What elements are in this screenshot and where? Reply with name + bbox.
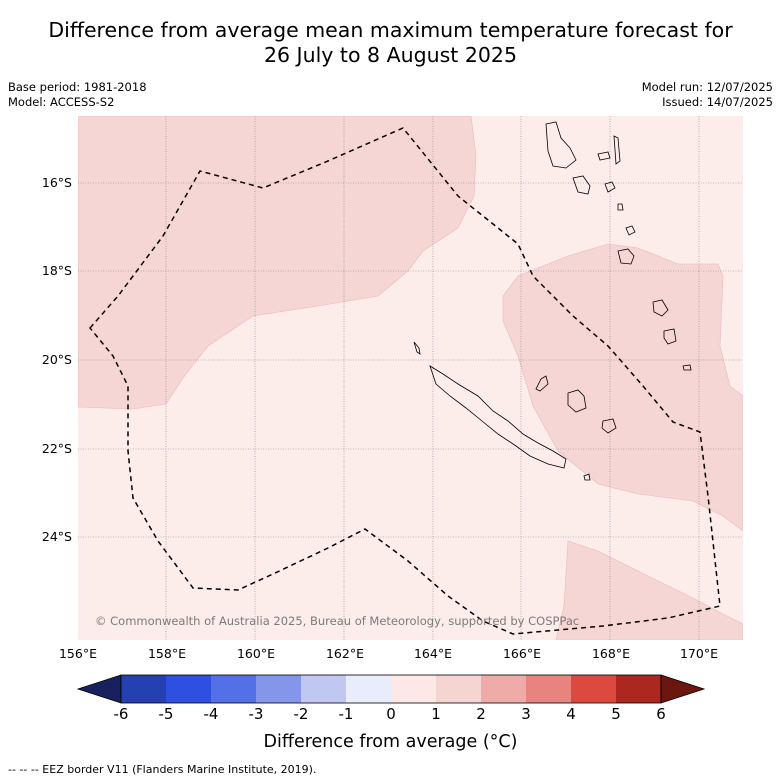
colorbar-bin: [436, 675, 481, 703]
colorbar-tick: 0: [386, 705, 396, 723]
colorbar-tick: 3: [521, 705, 531, 723]
lon-label-160e: 160°E: [236, 646, 275, 661]
lat-label-16s: 16°S: [41, 175, 72, 190]
epi-island: [617, 203, 624, 211]
issued-date: Issued: 14/07/2025: [662, 95, 773, 109]
eez-border: [89, 127, 721, 635]
map-panel: [78, 116, 743, 640]
title-line-1: Difference from average mean maximum tem…: [48, 18, 733, 42]
colorbar-tick: -2: [293, 705, 309, 723]
colorbar-bin: [301, 675, 346, 703]
isle-of-pines: [583, 473, 591, 481]
anomaly-region-east: [502, 243, 743, 532]
espiritu-santo-island: [545, 121, 577, 169]
colorbar-bin: [256, 675, 301, 703]
lat-label-18s: 18°S: [41, 263, 72, 278]
colorbar-extend-high: [660, 674, 706, 704]
colorbar-tick: 1: [431, 705, 441, 723]
map-svg: [78, 116, 743, 640]
model-run: Model run: 12/07/2025: [641, 80, 773, 94]
lifou-island: [567, 389, 587, 413]
belep-islands: [413, 341, 421, 355]
aneityum-island: [663, 328, 677, 345]
ambae-island: [597, 151, 611, 161]
lat-label-22s: 22°S: [41, 441, 72, 456]
model-name: Model: ACCESS-S2: [8, 95, 115, 109]
anomaly-region-northwest: [78, 116, 477, 410]
colorbar-tick: 5: [611, 705, 621, 723]
map-title: Difference from average mean maximum tem…: [0, 18, 781, 68]
colorbar-outline: [120, 674, 662, 704]
lon-label-166e: 166°E: [502, 646, 541, 661]
meta-left: Base period: 1981-2018 Model: ACCESS-S2: [8, 80, 147, 110]
colorbar-bin: [481, 675, 526, 703]
colorbar-bin: [571, 675, 616, 703]
title-line-2: 26 July to 8 August 2025: [263, 43, 518, 67]
lat-label-20s: 20°S: [41, 352, 72, 367]
tanna-island: [652, 299, 669, 317]
ouvea-island: [535, 375, 549, 392]
lon-label-162e: 162°E: [325, 646, 364, 661]
colorbar-bin: [526, 675, 571, 703]
colorbar-tick: -3: [248, 705, 264, 723]
erromango-island: [617, 248, 635, 265]
colorbar-bin: [166, 675, 211, 703]
new-caledonia-island: [429, 365, 567, 469]
colorbar-tick: -6: [113, 705, 129, 723]
colorbar-tick: -5: [158, 705, 174, 723]
hunter-island: [682, 364, 692, 371]
base-period: Base period: 1981-2018: [8, 80, 147, 94]
footer-legend-note: -- -- -- EEZ border V11 (Flanders Marine…: [8, 763, 317, 776]
colorbar-title: Difference from average (°C): [263, 732, 518, 752]
malekula-island: [572, 175, 591, 195]
mare-island: [601, 418, 617, 434]
lat-label-24s: 24°S: [41, 529, 72, 544]
colorbar-tick: 2: [476, 705, 486, 723]
colorbar-bin: [391, 675, 436, 703]
lon-label-170e: 170°E: [679, 646, 718, 661]
ambrym-island: [604, 181, 616, 193]
lon-label-156e: 156°E: [58, 646, 97, 661]
graticule: [78, 116, 743, 640]
efate-island: [625, 225, 636, 236]
colorbar-bin: [211, 675, 256, 703]
colorbar: [76, 674, 706, 704]
meta-right: Model run: 12/07/2025 Issued: 14/07/2025: [642, 80, 773, 110]
colorbar-tick: -1: [338, 705, 354, 723]
copyright-notice: © Commonwealth of Australia 2025, Bureau…: [95, 614, 580, 628]
colorbar-bin: [121, 675, 166, 703]
colorbar-extend-low: [76, 674, 122, 704]
lon-label-168e: 168°E: [591, 646, 630, 661]
colorbar-tick: 4: [566, 705, 576, 723]
anomaly-region-south: [555, 540, 743, 640]
colorbar-tick: -4: [203, 705, 219, 723]
pentecost-island: [613, 135, 621, 165]
lon-label-158e: 158°E: [147, 646, 186, 661]
colorbar-bin: [346, 675, 391, 703]
lon-label-164e: 164°E: [413, 646, 452, 661]
colorbar-bin: [616, 675, 661, 703]
colorbar-tick: 6: [656, 705, 666, 723]
